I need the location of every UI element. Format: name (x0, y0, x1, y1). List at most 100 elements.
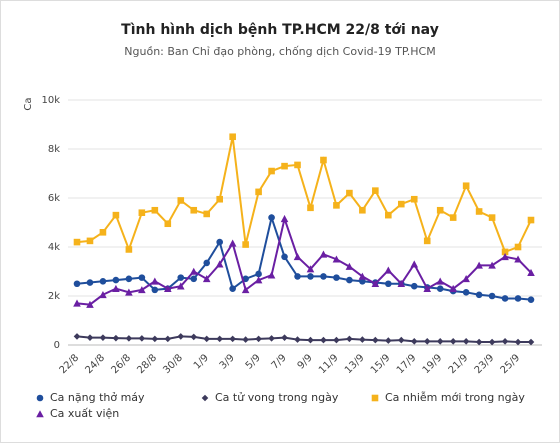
point (501, 338, 509, 345)
point (242, 241, 249, 248)
legend-marker (36, 410, 44, 418)
point (255, 270, 262, 278)
point (333, 336, 340, 344)
point (359, 206, 366, 214)
point (151, 277, 159, 285)
point (514, 338, 522, 346)
point (216, 335, 223, 343)
point (527, 338, 535, 346)
point (190, 333, 198, 341)
point (397, 279, 406, 288)
point (436, 338, 444, 345)
point (99, 278, 107, 285)
point (319, 250, 328, 258)
point (112, 284, 120, 292)
point (385, 211, 392, 219)
point (333, 202, 340, 209)
point (125, 246, 133, 253)
point (371, 279, 380, 288)
point (281, 253, 288, 261)
point (255, 188, 262, 196)
point (99, 229, 107, 236)
point (268, 335, 275, 342)
point (307, 204, 314, 212)
point (527, 216, 535, 224)
point (410, 260, 419, 268)
point (190, 206, 198, 214)
point (138, 335, 146, 342)
point (138, 274, 146, 281)
point (73, 238, 81, 246)
point (86, 334, 94, 341)
point (475, 338, 483, 346)
point (268, 167, 275, 175)
y-tick-label: 10k (41, 95, 60, 106)
point (359, 336, 366, 343)
legend-label: Ca nhiễm mới trong ngày (385, 391, 525, 404)
point (112, 334, 120, 342)
point (164, 335, 172, 343)
point (306, 265, 315, 273)
point (164, 284, 172, 292)
point (410, 195, 418, 203)
point (320, 156, 327, 164)
point (176, 282, 185, 290)
point (99, 334, 107, 341)
point (423, 284, 432, 292)
point (73, 299, 81, 307)
point (436, 285, 444, 292)
point (267, 271, 276, 279)
point (436, 206, 444, 214)
point (294, 273, 301, 280)
y-tick-label: 6k (48, 193, 60, 204)
point (372, 187, 379, 194)
point (138, 286, 146, 294)
point (112, 211, 120, 219)
y-axis-label: Ca (23, 97, 34, 110)
point (151, 206, 159, 214)
point (488, 292, 496, 300)
point (333, 274, 340, 281)
point (488, 261, 496, 269)
point (138, 209, 146, 216)
point (436, 277, 444, 285)
point (449, 338, 457, 345)
point (307, 336, 314, 344)
point (320, 336, 327, 344)
point (229, 133, 236, 141)
point (346, 189, 353, 197)
point (527, 296, 535, 303)
point (397, 336, 405, 344)
point (125, 335, 133, 342)
point (189, 267, 198, 275)
point (241, 286, 250, 294)
legend-marker (36, 394, 44, 402)
point (358, 272, 367, 280)
point (384, 266, 393, 274)
point (112, 276, 120, 284)
point (462, 275, 470, 283)
point (501, 295, 509, 302)
point (397, 200, 405, 208)
point (86, 237, 94, 245)
point (385, 337, 392, 344)
point (449, 214, 457, 221)
chart-subtitle: Nguồn: Ban Chỉ đạo phòng, chống dịch Cov… (124, 45, 435, 58)
point (462, 338, 470, 345)
point (307, 273, 314, 280)
y-tick-label: 2k (48, 291, 60, 302)
point (216, 238, 223, 246)
point (501, 253, 509, 261)
point (215, 260, 224, 268)
point (320, 273, 327, 280)
point (423, 338, 431, 345)
point (268, 214, 275, 221)
legend-label: Ca xuất viện (50, 407, 119, 420)
point (151, 335, 159, 343)
point (164, 220, 172, 228)
point (86, 300, 94, 308)
point (514, 295, 522, 302)
point (294, 336, 301, 343)
